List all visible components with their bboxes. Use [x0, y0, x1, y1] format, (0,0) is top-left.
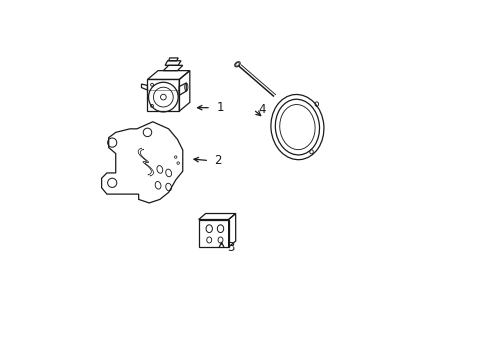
Text: 1: 1 [216, 101, 224, 114]
Text: 2: 2 [214, 154, 222, 167]
Text: 3: 3 [226, 240, 234, 253]
Text: 4: 4 [258, 103, 265, 116]
